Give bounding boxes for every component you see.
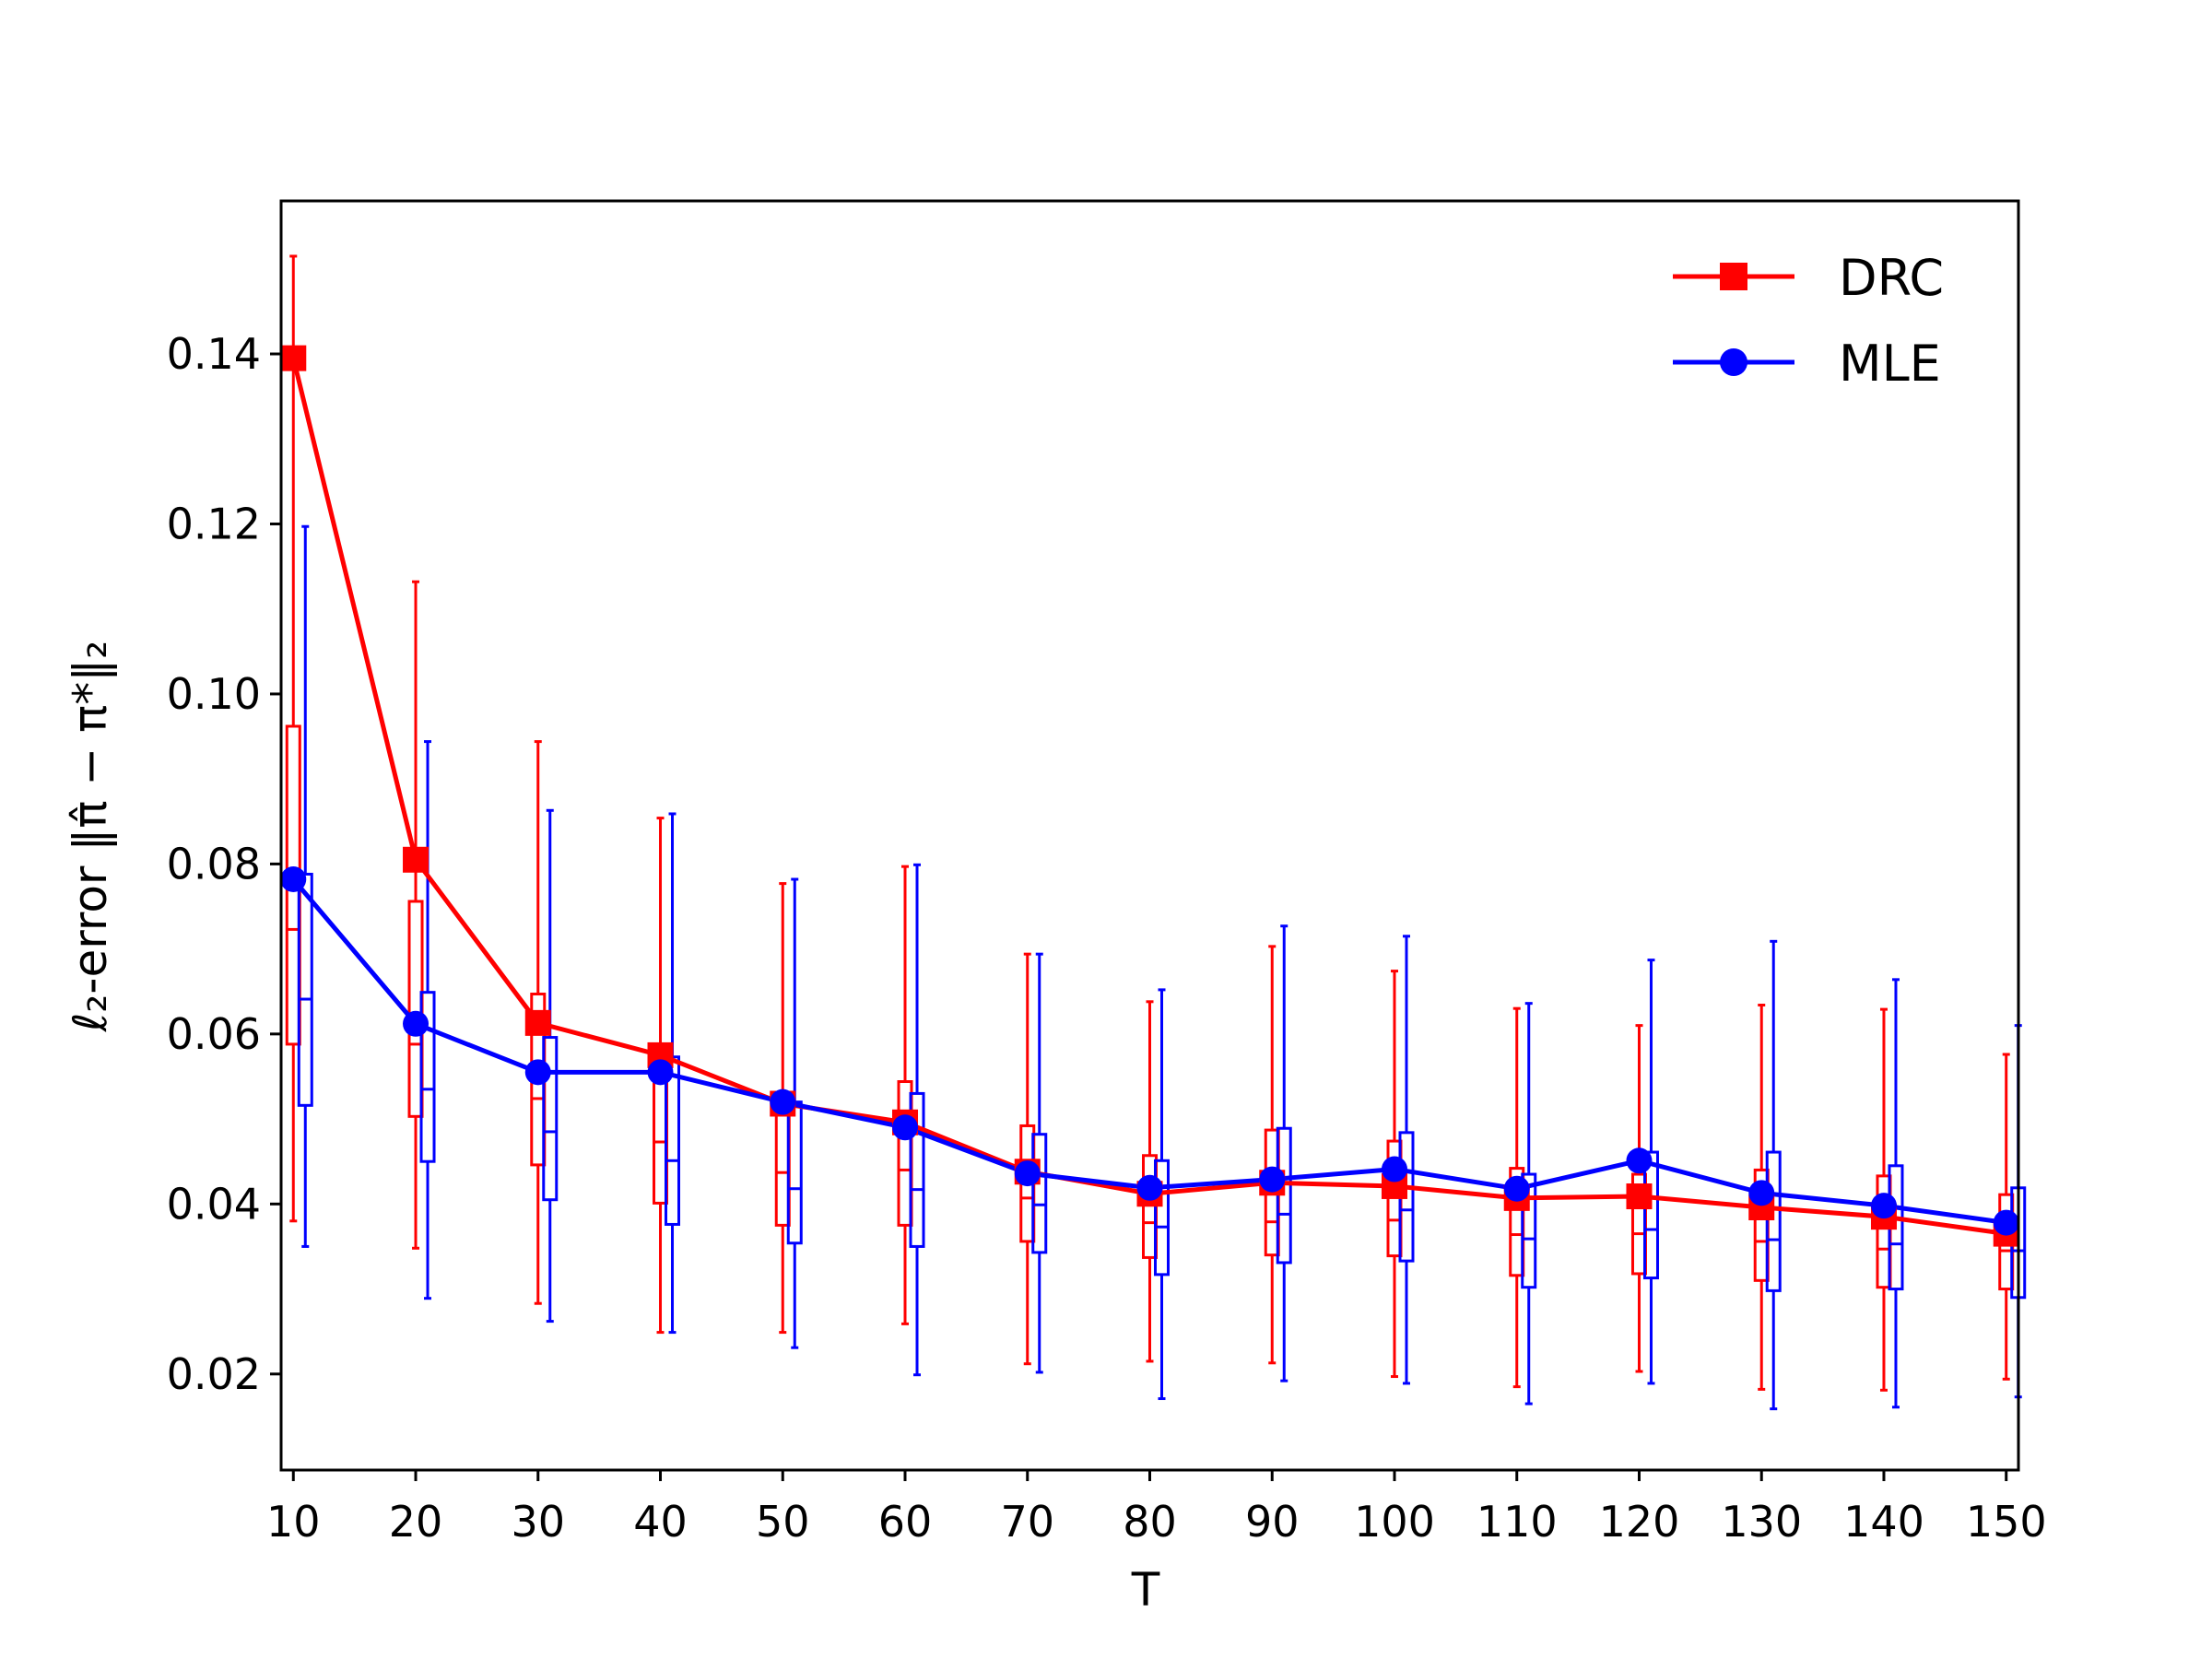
x-tick-label-50: 50	[756, 1497, 810, 1547]
point-mle-120	[1626, 1147, 1653, 1174]
point-mle-110	[1503, 1175, 1530, 1202]
point-drc-10	[280, 345, 307, 371]
box-mle-80	[1154, 988, 1170, 1401]
y-tick-label-0.02: 0.02	[167, 1349, 261, 1399]
y-tick-label-0.08: 0.08	[167, 839, 261, 888]
y-axis-ticks: 0.02 0.04 0.06 0.08 0.10 0.12 0.14	[167, 329, 281, 1399]
box-iqr-mle	[1765, 1150, 1782, 1292]
box-iqr-mle	[419, 991, 436, 1163]
box-mle-120	[1642, 959, 1659, 1385]
point-drc-20	[403, 846, 429, 873]
box-iqr-mle	[1154, 1159, 1170, 1277]
point-drc-120	[1626, 1183, 1653, 1210]
x-tick-label-30: 30	[511, 1497, 565, 1547]
x-tick-label-40: 40	[633, 1497, 688, 1547]
x-tick-label-60: 60	[878, 1497, 933, 1547]
legend-label-mle: MLE	[1839, 335, 1941, 393]
point-mle-40	[647, 1059, 674, 1086]
x-tick-label-90: 90	[1245, 1497, 1300, 1547]
box-mle-130	[1765, 939, 1782, 1411]
point-mle-70	[1014, 1160, 1041, 1187]
legend-marker-mle	[1720, 348, 1747, 376]
point-mle-140	[1870, 1193, 1897, 1219]
box-mle-30	[542, 808, 559, 1324]
point-mle-50	[770, 1088, 796, 1115]
y-tick-label-0.1: 0.10	[167, 669, 261, 719]
box-iqr-mle	[1031, 1133, 1048, 1254]
point-mle-150	[1993, 1209, 2019, 1236]
point-mle-90	[1259, 1166, 1286, 1193]
x-tick-label-130: 130	[1721, 1497, 1802, 1547]
x-axis-ticks: 10 20 30 40 50 60 70 80 90 100 110 120 130 140 150	[266, 1470, 2047, 1547]
box-drc-10	[285, 254, 301, 1223]
box-mle-40	[665, 812, 681, 1335]
legend: DRC MLE	[1673, 249, 1944, 393]
x-tick-label-110: 110	[1477, 1497, 1558, 1547]
x-tick-label-120: 120	[1599, 1497, 1680, 1547]
x-tick-label-140: 140	[1843, 1497, 1924, 1547]
box-iqr-mle	[542, 1036, 559, 1202]
point-mle-130	[1748, 1180, 1775, 1206]
y-tick-label-0.06: 0.06	[167, 1009, 261, 1059]
x-tick-label-80: 80	[1123, 1497, 1177, 1547]
box-mle-10	[297, 524, 313, 1248]
y-tick-label-0.14: 0.14	[167, 329, 261, 379]
box-iqr-mle	[1642, 1150, 1659, 1280]
series-markers	[280, 345, 2019, 1247]
x-axis-title: T	[1131, 1563, 1160, 1617]
y-axis-title: ℓ₂-error ‖π̂ − π*‖₂	[64, 641, 117, 1033]
legend-label-drc: DRC	[1839, 249, 1944, 307]
point-mle-10	[280, 865, 307, 892]
x-tick-label-150: 150	[1966, 1497, 2047, 1547]
box-mle-70	[1031, 952, 1048, 1374]
legend-marker-drc	[1720, 263, 1747, 290]
x-tick-label-100: 100	[1354, 1497, 1435, 1547]
point-mle-80	[1136, 1174, 1163, 1201]
y-tick-label-0.12: 0.12	[167, 499, 261, 548]
box-mle-100	[1398, 935, 1415, 1385]
point-mle-60	[892, 1114, 919, 1141]
box-iqr-mle	[1521, 1172, 1537, 1289]
x-tick-label-10: 10	[266, 1497, 321, 1547]
box-plots	[285, 254, 2027, 1411]
point-mle-30	[524, 1059, 551, 1086]
x-tick-label-20: 20	[389, 1497, 443, 1547]
box-mle-110	[1521, 1002, 1537, 1406]
box-mle-60	[909, 863, 925, 1377]
y-tick-label-0.04: 0.04	[167, 1179, 261, 1229]
box-iqr-mle	[909, 1091, 925, 1248]
x-tick-label-70: 70	[1000, 1497, 1054, 1547]
point-drc-30	[524, 1009, 551, 1036]
point-mle-100	[1381, 1156, 1407, 1182]
point-mle-20	[403, 1010, 429, 1037]
box-iqr-mle	[297, 872, 313, 1107]
